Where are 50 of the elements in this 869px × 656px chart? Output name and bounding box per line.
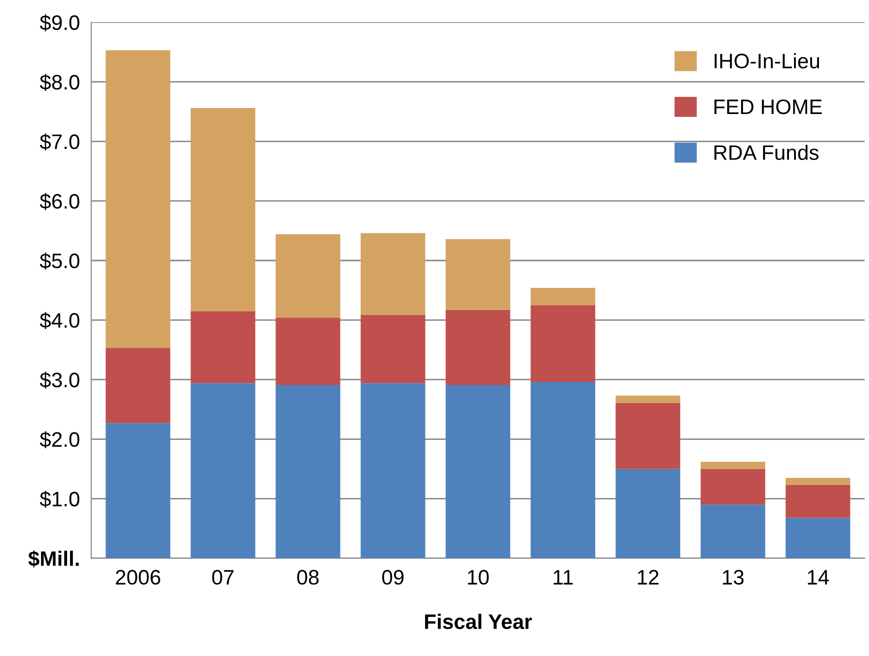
- bar: [786, 478, 850, 486]
- legend-label: IHO-In-Lieu: [714, 53, 820, 68]
- bar: [616, 468, 680, 558]
- bar: [530, 382, 596, 558]
- bar: [786, 485, 850, 518]
- x-tick-label: 09: [382, 570, 404, 585]
- y-tick-label: $2.0: [40, 431, 80, 448]
- y-tick-label: $8.0: [40, 74, 80, 91]
- bar: [190, 311, 256, 384]
- bar: [446, 239, 510, 310]
- x-tick-label: 13: [722, 570, 744, 585]
- bar: [700, 462, 766, 469]
- bar: [530, 288, 596, 306]
- bar: [106, 50, 170, 348]
- bar: [360, 233, 426, 315]
- bar: [700, 468, 766, 505]
- x-axis-title: Fiscal Year: [425, 614, 532, 630]
- bar: [616, 402, 680, 469]
- bar: [106, 348, 170, 424]
- y-tick-label: $3.0: [40, 372, 80, 389]
- bar: [786, 518, 850, 558]
- y-tick-label: $6.0: [40, 193, 80, 210]
- x-tick-label: 08: [297, 570, 319, 585]
- bar: [360, 314, 426, 384]
- x-tick-label: 11: [554, 570, 573, 584]
- y-tick-label: $7.0: [40, 134, 80, 150]
- x-tick-label: 10: [468, 570, 489, 585]
- y-tick-label: $Mill.: [28, 550, 79, 568]
- bar: [276, 234, 340, 318]
- bar: [446, 310, 510, 385]
- x-tick-label: 2006: [116, 570, 160, 585]
- bar: [700, 504, 766, 558]
- y-tick-label: $5.0: [40, 252, 80, 270]
- y-tick-label: $1.0: [40, 490, 80, 508]
- bar: [360, 383, 426, 558]
- bar: [446, 384, 510, 558]
- legend-label: FED HOME: [714, 99, 822, 114]
- bar: [616, 396, 680, 403]
- x-tick-label: 07: [212, 570, 234, 585]
- x-tick-label: 12: [638, 570, 658, 584]
- bar: [276, 384, 340, 558]
- bar: [190, 383, 256, 558]
- bar: [530, 305, 596, 382]
- bar: [190, 108, 256, 312]
- x-tick-label: 14: [808, 570, 829, 584]
- y-tick-label: $9.0: [40, 14, 80, 32]
- y-tick-label: $4.0: [40, 312, 80, 330]
- bar: [276, 318, 340, 385]
- legend-label: RDA Funds: [714, 144, 819, 160]
- bar: [106, 423, 170, 558]
